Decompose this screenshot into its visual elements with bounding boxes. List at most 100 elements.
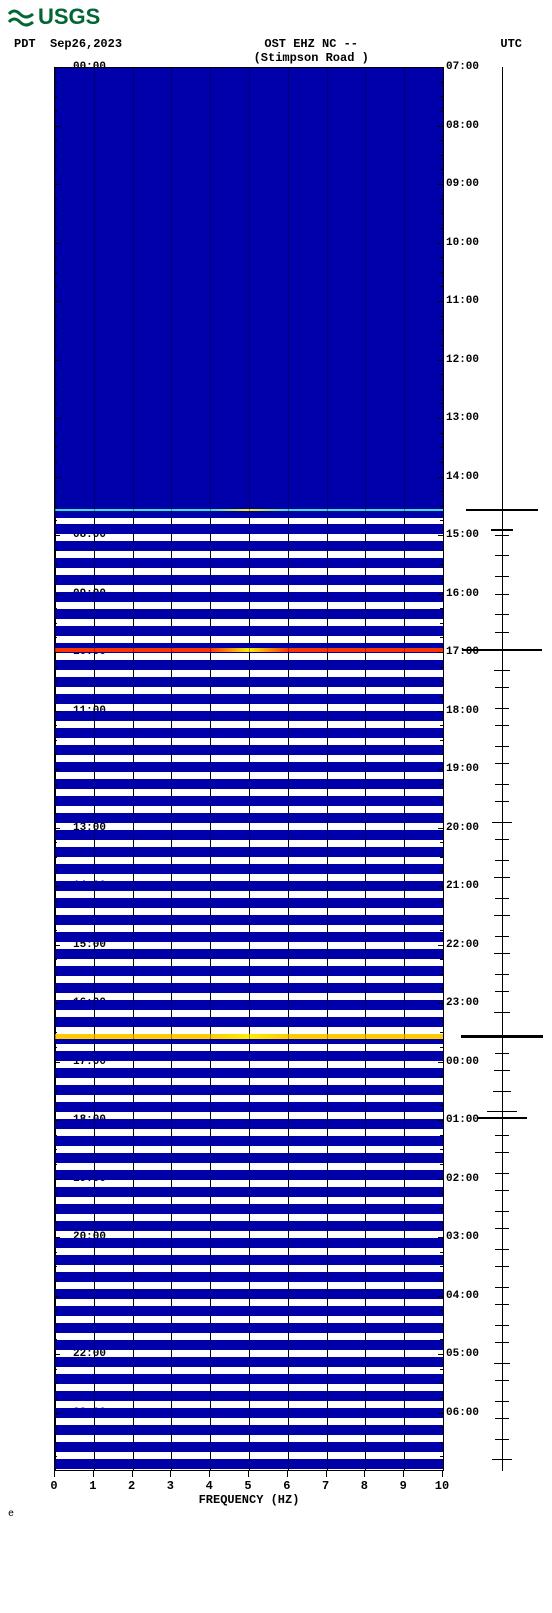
minor-tick xyxy=(440,1442,443,1443)
x-tick-label: 8 xyxy=(361,1479,368,1493)
amplitude-tick xyxy=(495,1380,509,1381)
minor-tick xyxy=(440,1076,443,1077)
x-tick xyxy=(326,1471,327,1477)
amplitude-tick xyxy=(494,953,510,954)
amplitude-sidebar xyxy=(460,67,550,1471)
tick-right xyxy=(438,1120,444,1122)
minor-tick xyxy=(440,96,443,97)
amplitude-tick xyxy=(495,555,509,556)
tick-left xyxy=(54,711,60,713)
tick-right xyxy=(438,594,444,596)
minor-tick xyxy=(54,623,57,624)
minor-tick xyxy=(54,1047,57,1048)
grid-vertical-top xyxy=(249,68,250,1470)
amplitude-tick xyxy=(495,1325,509,1326)
x-tick-label: 9 xyxy=(400,1479,407,1493)
tick-right xyxy=(438,652,444,654)
tick-right xyxy=(438,1354,444,1356)
minor-tick xyxy=(54,564,57,565)
minor-tick xyxy=(54,1208,57,1209)
minor-tick xyxy=(440,1047,443,1048)
minor-tick xyxy=(440,681,443,682)
y-axis-left: 00:0001:0002:0003:0004:0005:0006:0007:00… xyxy=(0,67,54,1471)
minor-tick xyxy=(54,784,57,785)
tick-right xyxy=(438,126,444,128)
x-tick xyxy=(287,1471,288,1477)
tick-left xyxy=(54,360,60,362)
minor-tick xyxy=(440,667,443,668)
minor-tick xyxy=(54,1369,57,1370)
minor-tick xyxy=(54,1456,57,1457)
minor-tick xyxy=(54,681,57,682)
x-tick xyxy=(132,1471,133,1477)
minor-tick xyxy=(440,1222,443,1223)
minor-tick xyxy=(440,199,443,200)
minor-tick xyxy=(440,1149,443,1150)
minor-tick xyxy=(440,974,443,975)
minor-tick xyxy=(54,491,57,492)
minor-tick xyxy=(54,1105,57,1106)
tick-right xyxy=(438,1296,444,1298)
amplitude-tick xyxy=(494,1363,510,1364)
amplitude-tick xyxy=(495,898,509,899)
grid-vertical-top xyxy=(171,68,172,1470)
x-tick xyxy=(403,1471,404,1477)
minor-tick xyxy=(54,988,57,989)
amplitude-axis xyxy=(502,67,503,1471)
minor-tick xyxy=(440,1383,443,1384)
minor-tick xyxy=(54,389,57,390)
grid-vertical-top xyxy=(327,68,328,1470)
minor-tick xyxy=(440,330,443,331)
tick-left xyxy=(54,1062,60,1064)
amplitude-tick xyxy=(493,1091,511,1092)
amplitude-tick xyxy=(495,576,509,577)
x-tick-label: 2 xyxy=(128,1479,135,1493)
x-tick-label: 5 xyxy=(244,1479,251,1493)
tick-left xyxy=(54,67,60,69)
tick-left xyxy=(54,301,60,303)
tick-right xyxy=(438,1179,444,1181)
tick-right xyxy=(438,535,444,537)
minor-tick xyxy=(440,1091,443,1092)
tick-right xyxy=(438,828,444,830)
tick-left xyxy=(54,769,60,771)
minor-tick xyxy=(54,1442,57,1443)
x-tick-label: 10 xyxy=(435,1479,449,1493)
amplitude-tick xyxy=(495,746,509,747)
minor-tick xyxy=(440,1281,443,1282)
amplitude-tick xyxy=(495,594,509,595)
amplitude-tick xyxy=(494,877,510,878)
minor-tick xyxy=(440,155,443,156)
amplitude-tick xyxy=(495,1439,509,1440)
minor-tick xyxy=(440,754,443,755)
minor-tick xyxy=(440,1369,443,1370)
minor-tick xyxy=(440,1325,443,1326)
minor-tick xyxy=(440,213,443,214)
minor-tick xyxy=(440,1456,443,1457)
minor-tick xyxy=(54,345,57,346)
amplitude-tick xyxy=(494,1070,510,1071)
amplitude-tick xyxy=(491,529,513,531)
tick-left xyxy=(54,184,60,186)
grid-vertical-top xyxy=(288,68,289,1470)
minor-tick xyxy=(440,608,443,609)
minor-tick xyxy=(54,1222,57,1223)
minor-tick xyxy=(54,140,57,141)
x-tick-label: 6 xyxy=(283,1479,290,1493)
minor-tick xyxy=(54,754,57,755)
minor-tick xyxy=(440,813,443,814)
tick-right xyxy=(438,1237,444,1239)
tick-left xyxy=(54,1120,60,1122)
amplitude-tick xyxy=(495,1135,509,1136)
minor-tick xyxy=(54,1076,57,1077)
minor-tick xyxy=(440,740,443,741)
minor-tick xyxy=(54,1149,57,1150)
amplitude-tick xyxy=(495,1211,509,1212)
minor-tick xyxy=(440,959,443,960)
minor-tick xyxy=(54,1135,57,1136)
x-axis-title: FREQUENCY (HZ) xyxy=(199,1493,300,1507)
minor-tick xyxy=(54,740,57,741)
x-tick xyxy=(54,1471,55,1477)
minor-tick xyxy=(440,389,443,390)
minor-tick xyxy=(54,813,57,814)
